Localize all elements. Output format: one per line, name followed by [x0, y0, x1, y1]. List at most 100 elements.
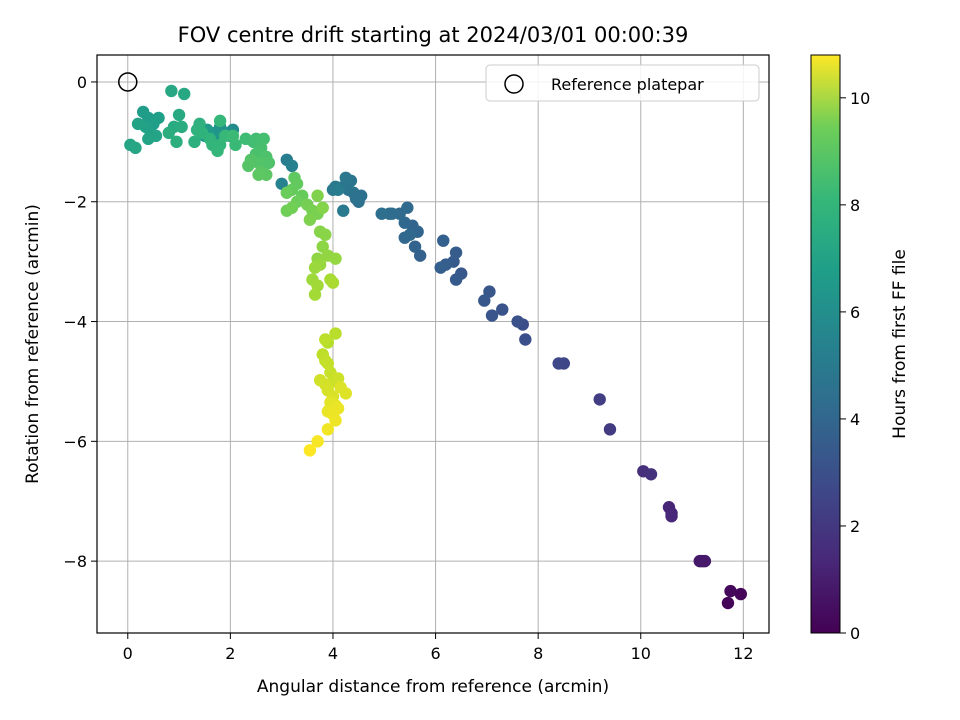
legend-label: Reference platepar — [551, 75, 704, 94]
data-point — [329, 252, 342, 265]
data-point — [175, 120, 188, 134]
data-point — [275, 177, 288, 190]
data-point — [339, 171, 352, 184]
data-point — [170, 135, 183, 149]
colorbar-label: Hours from first FF file — [890, 249, 910, 439]
data-point — [131, 117, 145, 131]
data-point — [375, 207, 388, 220]
y-tick-label: −8 — [63, 552, 87, 571]
data-point — [339, 387, 352, 400]
colorbar-tick-label: 4 — [850, 410, 860, 429]
data-point — [511, 315, 524, 328]
data-point — [211, 144, 224, 158]
plot-frame — [96, 54, 770, 634]
data-point — [280, 186, 294, 199]
data-point — [496, 303, 509, 316]
grid-lines — [97, 55, 769, 633]
colorbar-gradient — [810, 54, 841, 634]
data-point — [165, 84, 178, 98]
data-point — [434, 261, 447, 274]
data-point — [285, 201, 299, 214]
data-point — [178, 87, 191, 101]
data-point — [242, 159, 255, 173]
data-point — [319, 228, 332, 241]
data-point — [519, 333, 532, 346]
colorbar-tick-label: 6 — [850, 303, 860, 322]
data-point — [308, 261, 322, 274]
legend-box — [485, 64, 760, 102]
data-point — [329, 327, 342, 340]
x-tick-label: 0 — [123, 644, 133, 663]
data-point — [485, 309, 499, 322]
reference-marker — [118, 72, 138, 92]
data-point — [319, 333, 332, 346]
colorbar-tick-label: 2 — [850, 517, 860, 536]
y-tick-label: −2 — [63, 193, 87, 212]
x-tick-label: 8 — [533, 644, 543, 663]
data-point — [308, 288, 322, 301]
data-point — [337, 204, 350, 217]
data-point — [331, 183, 345, 196]
data-point — [449, 273, 463, 286]
data-point — [644, 468, 658, 481]
data-point — [252, 168, 265, 181]
data-point — [303, 444, 317, 457]
scatter-points — [124, 84, 747, 610]
colorbar-tick-label: 0 — [850, 624, 860, 643]
legend: Reference platepar — [485, 64, 760, 102]
data-point — [593, 393, 606, 406]
data-point — [403, 228, 417, 241]
y-axis-label: Rotation from reference (arcmin) — [23, 204, 43, 484]
data-point — [326, 276, 340, 289]
data-point — [483, 285, 496, 298]
data-point — [285, 159, 299, 173]
y-axis-ticks: 0 −2 −4 −6 −8 — [63, 73, 97, 571]
x-axis-label: Angular distance from reference (arcmin) — [257, 677, 609, 697]
data-point — [142, 132, 155, 146]
data-point — [303, 213, 317, 226]
data-point — [437, 234, 450, 247]
data-point — [226, 129, 240, 143]
colorbar-tick-label: 8 — [850, 196, 860, 215]
data-point — [665, 510, 678, 523]
data-point — [213, 114, 227, 128]
data-point — [398, 216, 411, 229]
data-point — [329, 414, 342, 427]
data-point — [316, 201, 329, 214]
x-tick-label: 12 — [733, 644, 753, 663]
data-point — [413, 249, 427, 262]
y-tick-label: −6 — [63, 432, 87, 451]
data-point — [172, 108, 186, 122]
data-point — [603, 423, 617, 436]
data-point — [311, 189, 324, 202]
data-point — [408, 240, 422, 253]
legend-marker — [504, 74, 524, 94]
data-point — [698, 554, 712, 568]
chart-title: FOV centre drift starting at 2024/03/01 … — [178, 23, 689, 47]
x-tick-label: 10 — [631, 644, 651, 663]
data-point — [552, 357, 565, 370]
x-tick-label: 2 — [225, 644, 235, 663]
colorbar-tick-label: 10 — [850, 89, 870, 108]
data-point — [129, 141, 142, 155]
data-point — [449, 246, 463, 259]
colorbar-ticks: 0 2 4 6 8 10 — [840, 89, 870, 643]
x-tick-label: 6 — [430, 644, 440, 663]
data-point — [152, 111, 165, 125]
data-point — [321, 423, 335, 436]
data-point — [316, 240, 329, 253]
colorbar: 0 2 4 6 8 10 Hours from first FF file — [810, 54, 910, 643]
data-point — [136, 105, 150, 119]
data-point — [162, 126, 176, 140]
data-point — [721, 596, 735, 610]
data-point — [478, 294, 491, 307]
data-point — [311, 435, 324, 448]
data-point — [734, 587, 747, 601]
y-tick-label: −4 — [63, 313, 87, 332]
data-point — [724, 584, 737, 598]
data-point — [262, 156, 276, 170]
x-axis-ticks: 0 2 4 6 8 10 12 — [123, 633, 754, 663]
x-tick-label: 4 — [328, 644, 338, 663]
data-point — [188, 135, 201, 149]
